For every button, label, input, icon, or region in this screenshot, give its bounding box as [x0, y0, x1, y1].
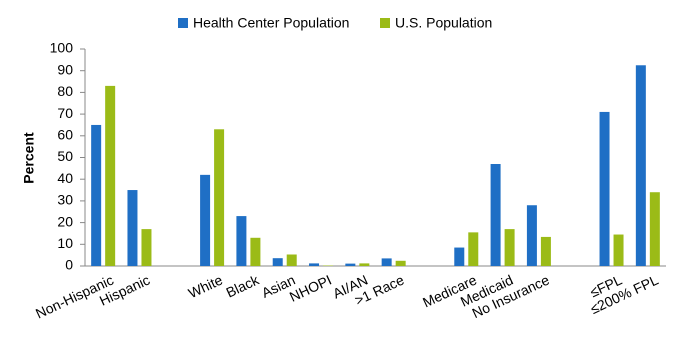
- bar: [236, 216, 246, 266]
- bar: [91, 125, 101, 266]
- bar: [600, 112, 610, 266]
- y-tick-label: 40: [57, 170, 73, 186]
- bar: [541, 237, 551, 266]
- bar: [105, 86, 115, 266]
- y-tick-label: 10: [57, 235, 73, 251]
- x-tick-label: White: [186, 271, 225, 301]
- bar: [200, 175, 210, 266]
- bar: [614, 235, 624, 266]
- bar: [382, 258, 392, 266]
- bar: [127, 190, 137, 266]
- legend-swatch: [178, 18, 188, 28]
- legend-label: U.S. Population: [395, 15, 492, 31]
- bar: [141, 229, 151, 266]
- bar: [468, 232, 478, 266]
- bar: [359, 263, 369, 266]
- y-tick-label: 20: [57, 213, 73, 229]
- bar: [636, 65, 646, 266]
- bar: [650, 192, 660, 266]
- bar: [505, 229, 515, 266]
- x-tick-label: Black: [223, 271, 262, 300]
- bar: [345, 264, 355, 266]
- y-tick-label: 100: [50, 40, 74, 56]
- bar: [309, 263, 319, 266]
- y-tick-label: 90: [57, 61, 73, 77]
- bar: [454, 248, 464, 266]
- y-tick-label: 50: [57, 148, 73, 164]
- bar: [527, 205, 537, 266]
- y-axis-label: Percent: [21, 132, 37, 184]
- legend-label: Health Center Population: [193, 15, 349, 31]
- y-tick-label: 70: [57, 105, 73, 121]
- y-tick-label: 0: [65, 257, 73, 273]
- bar: [273, 258, 283, 266]
- x-tick-label: NHOPI: [287, 272, 334, 305]
- bar: [396, 261, 406, 266]
- y-tick-label: 80: [57, 83, 73, 99]
- y-tick-label: 60: [57, 127, 73, 143]
- y-tick-label: 30: [57, 192, 73, 208]
- bar: [250, 238, 260, 266]
- bar: [491, 164, 501, 266]
- legend-swatch: [380, 18, 390, 28]
- bar: [287, 254, 297, 266]
- bar: [214, 129, 224, 266]
